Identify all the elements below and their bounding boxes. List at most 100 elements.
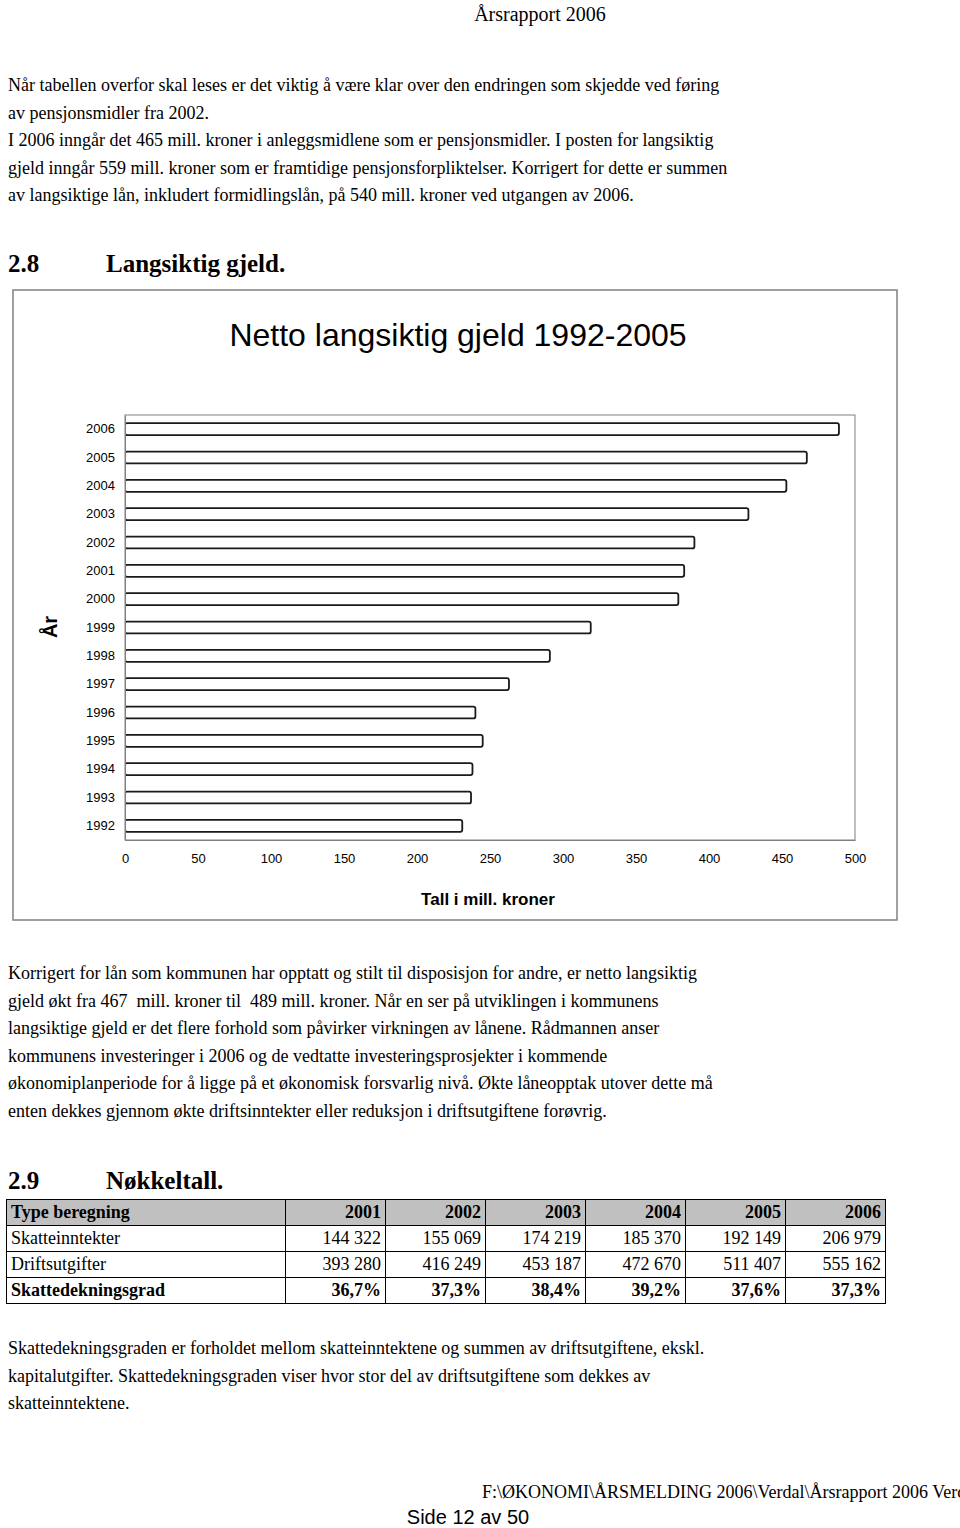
table-cell: 37,3% (786, 1278, 886, 1304)
bar (125, 735, 483, 747)
chart: 0501001502002503003504004505001992199319… (0, 0, 960, 930)
tick: 300 (553, 840, 575, 866)
bar (125, 820, 462, 832)
tick: 1993 (86, 790, 125, 805)
x-axis-title: Tall i mill. kroner (421, 890, 555, 909)
tick: 50 (191, 840, 205, 866)
bar (125, 763, 472, 775)
tick: 1992 (86, 818, 125, 833)
table-cell: 511 407 (686, 1252, 786, 1278)
axis-line (126, 840, 856, 841)
tick-label: 1993 (86, 790, 115, 805)
tick: 2004 (86, 478, 125, 493)
tick: 1998 (86, 648, 125, 663)
table-header-row: Type beregning200120022003200420052006 (7, 1200, 886, 1226)
tick-label: 1999 (86, 620, 115, 635)
bar (125, 508, 748, 520)
paragraph-line: Korrigert for lån som kommunen har oppta… (8, 962, 697, 984)
table-cell: 185 370 (586, 1226, 686, 1252)
chart-frame (13, 290, 897, 920)
tick-label: 0 (122, 851, 129, 866)
y-axis: 1992 1993 1994 1995 1996 1997 1998 1999 2000 2001… (86, 416, 125, 841)
table-header-cell: 2006 (786, 1200, 886, 1226)
tick: 150 (334, 840, 356, 866)
tick-label: 400 (699, 851, 721, 866)
section-number: 2.8 (8, 250, 39, 278)
table-header-cell: 2002 (386, 1200, 486, 1226)
paragraph-line: enten dekkes gjennom økte driftsinntekte… (8, 1100, 607, 1122)
table-cell: 155 069 (386, 1226, 486, 1252)
tick-label: 1992 (86, 818, 115, 833)
footer-path: F:\ØKONOMI\ÅRSMELDING 2006\Verdal\Årsrap… (482, 1482, 960, 1503)
paragraph-line: gjeld økt fra 467 mill. kroner til 489 m… (8, 990, 658, 1012)
table-cell: 192 149 (686, 1226, 786, 1252)
table-header-cell: Type beregning (7, 1200, 286, 1226)
bar (125, 452, 807, 464)
key-figures-table: Type beregning200120022003200420052006Sk… (6, 1199, 886, 1304)
table-header-cell: 2005 (686, 1200, 786, 1226)
x-axis: 050100150200250300350400450500 (122, 840, 866, 866)
table-cell: 39,2% (586, 1278, 686, 1304)
tick: 0 (122, 840, 129, 866)
bar (125, 593, 678, 605)
paragraph-line: skatteinntektene. (8, 1392, 129, 1414)
tick: 1997 (86, 676, 125, 691)
y-axis-title: År (38, 616, 61, 638)
bar (125, 622, 591, 634)
table-cell: 36,7% (286, 1278, 386, 1304)
tick: 500 (845, 840, 867, 866)
table-cell: 472 670 (586, 1252, 686, 1278)
table-cell: 144 322 (286, 1226, 386, 1252)
table-cell: Skatteinntekter (7, 1226, 286, 1252)
tick: 350 (626, 840, 648, 866)
tick-label: 1997 (86, 676, 115, 691)
bar (125, 537, 694, 549)
tick: 2005 (86, 450, 125, 465)
tick: 1999 (86, 620, 125, 635)
paragraph-line: økonomiplanperiode for å ligge på et øko… (8, 1072, 713, 1094)
tick-label: 2002 (86, 535, 115, 550)
tick: 2003 (86, 506, 125, 521)
bar (125, 678, 509, 690)
table-cell: Driftsutgifter (7, 1252, 286, 1278)
tick: 1995 (86, 733, 125, 748)
bar (125, 792, 471, 804)
bar (125, 565, 684, 577)
tick-label: 1996 (86, 705, 115, 720)
paragraph-line: kommunens investeringer i 2006 og de ved… (8, 1045, 607, 1067)
tick-label: 2001 (86, 563, 115, 578)
tick-label: 1994 (86, 761, 115, 776)
table-cell: 37,6% (686, 1278, 786, 1304)
tick-label: 150 (334, 851, 356, 866)
bar (125, 423, 839, 435)
table-header-cell: 2004 (586, 1200, 686, 1226)
tick-label: 2000 (86, 591, 115, 606)
tick-label: 2006 (86, 421, 115, 436)
tick-label: 100 (261, 851, 283, 866)
tick-label: 300 (553, 851, 575, 866)
paragraph-line: kapitalutgifter. Skattedekningsgraden vi… (8, 1365, 650, 1387)
table-cell: 393 280 (286, 1252, 386, 1278)
table-cell: 37,3% (386, 1278, 486, 1304)
tick-label: 250 (480, 851, 502, 866)
tick: 100 (261, 840, 283, 866)
tick-label: 2003 (86, 506, 115, 521)
tick: 1994 (86, 761, 125, 776)
table-header-cell: 2003 (486, 1200, 586, 1226)
bar (125, 480, 786, 492)
tick-label: 2004 (86, 478, 115, 493)
paragraph-line: Skattedekningsgraden er forholdet mellom… (8, 1337, 704, 1359)
bar (125, 650, 550, 662)
table-cell: 38,4% (486, 1278, 586, 1304)
tick-label: 200 (407, 851, 429, 866)
table-header-cell: 2001 (286, 1200, 386, 1226)
tick: 200 (407, 840, 429, 866)
table-cell: 453 187 (486, 1252, 586, 1278)
paragraph-line: Når tabellen overfor skal leses er det v… (8, 74, 719, 96)
tick-label: 350 (626, 851, 648, 866)
paragraph-line: av langsiktige lån, inkludert formidling… (8, 184, 634, 206)
table-cell: 174 219 (486, 1226, 586, 1252)
tick: 250 (480, 840, 502, 866)
table-row: Skatteinntekter144 322155 069174 219185 … (7, 1226, 886, 1252)
paragraph-line: I 2006 inngår det 465 mill. kroner i anl… (8, 129, 713, 151)
